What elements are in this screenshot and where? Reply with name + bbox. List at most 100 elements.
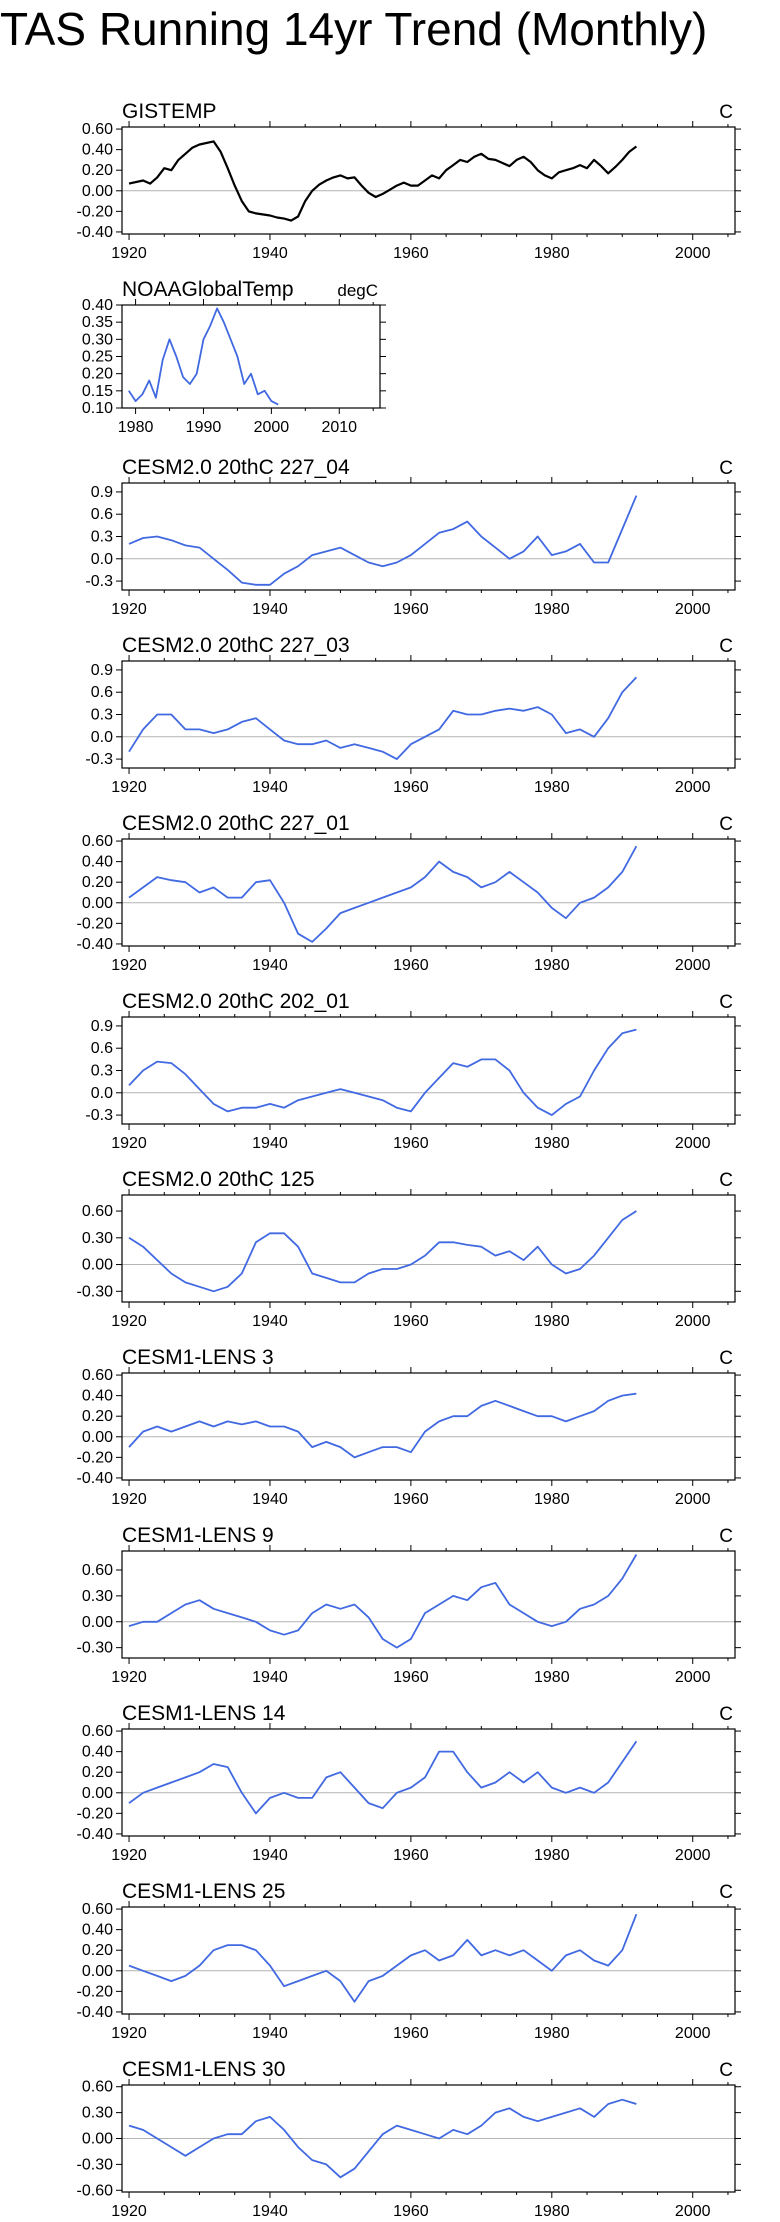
x-tick-label: 1920 bbox=[111, 957, 147, 974]
x-tick-label: 2000 bbox=[675, 1313, 711, 1330]
units-label: C bbox=[719, 814, 733, 835]
chart-title: CESM1-LENS 30 bbox=[122, 2058, 285, 2081]
x-tick-label: 1920 bbox=[111, 1491, 147, 1508]
x-tick-label: 2000 bbox=[675, 1491, 711, 1508]
x-tick-label: 1980 bbox=[534, 245, 570, 262]
chart-title: CESM2.0 20thC 227_03 bbox=[122, 634, 350, 657]
y-tick-label: 0.6 bbox=[91, 1040, 113, 1057]
x-tick-label: 1980 bbox=[534, 1135, 570, 1152]
units-label: C bbox=[719, 2060, 733, 2081]
chart-title: CESM2.0 20thC 227_04 bbox=[122, 456, 350, 479]
y-tick-label: 0.00 bbox=[82, 2131, 113, 2148]
y-tick-label: -0.30 bbox=[77, 1640, 114, 1657]
plot-frame bbox=[121, 304, 381, 409]
units-label: C bbox=[719, 102, 733, 123]
y-tick-label: -0.20 bbox=[77, 915, 114, 932]
y-tick-label: 0.3 bbox=[91, 529, 113, 546]
x-tick-label: 1940 bbox=[252, 601, 288, 618]
y-tick-label: -0.20 bbox=[77, 203, 114, 220]
y-tick-label: 0.60 bbox=[82, 2079, 113, 2096]
plot-frame bbox=[121, 1194, 736, 1303]
x-tick-label: 2000 bbox=[675, 1847, 711, 1864]
series-line bbox=[128, 495, 638, 586]
x-tick-label: 2000 bbox=[675, 1135, 711, 1152]
y-tick-label: 0.6 bbox=[91, 506, 113, 523]
x-tick-label: 1960 bbox=[393, 1847, 429, 1864]
series-line bbox=[128, 1913, 638, 2003]
x-tick-label: 1980 bbox=[534, 2025, 570, 2042]
plot-frame bbox=[121, 1016, 736, 1125]
x-tick-label: 1940 bbox=[252, 957, 288, 974]
chart-panel: 1920 1940 1960 1980 2000 -0.3 0.0 0.3 0.6 0.9 CESM… bbox=[85, 456, 741, 618]
y-tick-label: 0.30 bbox=[82, 1230, 113, 1247]
x-tick-label: 1920 bbox=[111, 245, 147, 262]
series-line bbox=[128, 1392, 637, 1459]
y-tick-label: -0.40 bbox=[77, 1470, 114, 1487]
x-tick-label: 1960 bbox=[393, 601, 429, 618]
y-tick-label: 0.30 bbox=[82, 2105, 113, 2122]
y-tick-label: 0.00 bbox=[82, 1429, 113, 1446]
y-tick-label: -0.40 bbox=[77, 936, 114, 953]
series-line bbox=[128, 1210, 637, 1293]
chart-title: CESM1-LENS 9 bbox=[122, 1524, 274, 1547]
series-line bbox=[128, 2098, 637, 2179]
x-tick-label: 1980 bbox=[534, 1313, 570, 1330]
x-tick-label: 1940 bbox=[252, 2025, 288, 2042]
y-tick-label: -0.40 bbox=[77, 224, 114, 241]
x-tick-label: 1960 bbox=[393, 1491, 429, 1508]
y-tick-label: -0.3 bbox=[85, 573, 113, 590]
x-tick-label: 1940 bbox=[252, 2203, 288, 2220]
x-tick-label: 2000 bbox=[675, 601, 711, 618]
y-tick-label: 0.00 bbox=[82, 1785, 113, 1802]
y-tick-label: 0.6 bbox=[91, 684, 113, 701]
x-tick-label: 2000 bbox=[254, 419, 290, 436]
y-tick-label: 0.30 bbox=[82, 331, 113, 348]
x-tick-label: 1920 bbox=[111, 1135, 147, 1152]
x-tick-label: 2010 bbox=[321, 419, 357, 436]
y-tick-label: 0.00 bbox=[82, 1614, 113, 1631]
y-tick-label: 0.40 bbox=[82, 142, 113, 159]
y-tick-label: 0.9 bbox=[91, 1018, 113, 1035]
y-tick-label: 0.10 bbox=[82, 400, 113, 417]
series-line bbox=[128, 1740, 638, 1815]
y-tick-label: 0.40 bbox=[82, 1388, 113, 1405]
y-tick-label: 0.3 bbox=[91, 707, 113, 724]
plot-frame bbox=[121, 126, 736, 235]
chart-title: CESM2.0 20thC 227_01 bbox=[122, 812, 350, 835]
units-label: C bbox=[719, 1882, 733, 1903]
chart-panel: 1920 1940 1960 1980 2000 -0.40 -0.20 0.00 0.20 0.… bbox=[77, 812, 741, 974]
x-tick-label: 2000 bbox=[675, 1669, 711, 1686]
y-tick-label: 0.60 bbox=[82, 1203, 113, 1220]
x-tick-label: 1960 bbox=[393, 1313, 429, 1330]
y-tick-label: 0.60 bbox=[82, 1901, 113, 1918]
x-tick-label: 1920 bbox=[111, 601, 147, 618]
x-tick-label: 1980 bbox=[118, 419, 154, 436]
y-tick-label: 0.0 bbox=[91, 729, 113, 746]
units-label: C bbox=[719, 1348, 733, 1369]
y-tick-label: 0.40 bbox=[82, 854, 113, 871]
units-label: C bbox=[719, 458, 733, 479]
x-tick-label: 2000 bbox=[675, 779, 711, 796]
series-line bbox=[128, 140, 638, 222]
chart-panel: 1980 1990 2000 2010 0.100.150.200.250.300.35… bbox=[82, 278, 386, 436]
y-tick-label: 0.00 bbox=[82, 183, 113, 200]
y-tick-label: 0.9 bbox=[91, 662, 113, 679]
series-line bbox=[128, 845, 638, 943]
x-tick-label: 1960 bbox=[393, 2025, 429, 2042]
chart-panel: 1920 1940 1960 1980 2000 -0.40 -0.20 0.00 0.20 0.… bbox=[77, 100, 741, 262]
units-label: C bbox=[719, 636, 733, 657]
x-tick-label: 1960 bbox=[393, 245, 429, 262]
y-tick-label: 0.35 bbox=[82, 314, 113, 331]
y-tick-label: -0.20 bbox=[77, 1983, 114, 2000]
plot-frame bbox=[121, 660, 736, 769]
x-tick-label: 1940 bbox=[252, 1669, 288, 1686]
y-tick-label: 0.40 bbox=[82, 1922, 113, 1939]
y-tick-label: -0.30 bbox=[77, 1283, 114, 1300]
y-tick-label: 0.20 bbox=[82, 1408, 113, 1425]
x-tick-label: 1980 bbox=[534, 957, 570, 974]
y-tick-label: 0.40 bbox=[82, 297, 113, 314]
chart-title: GISTEMP bbox=[122, 100, 217, 123]
x-tick-label: 1980 bbox=[534, 601, 570, 618]
y-tick-label: -0.3 bbox=[85, 751, 113, 768]
y-tick-label: -0.60 bbox=[77, 2182, 114, 2199]
